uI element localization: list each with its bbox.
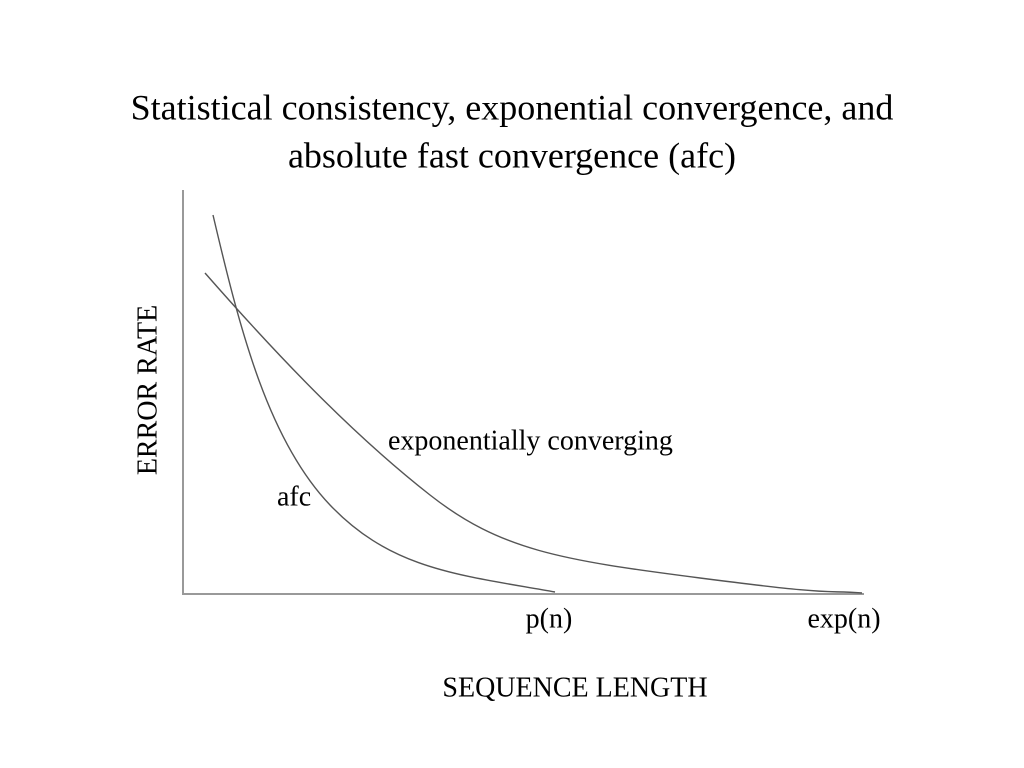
curve-label: exponentially converging	[388, 425, 673, 456]
title-line: Statistical consistency, exponential con…	[131, 87, 894, 127]
x-marker: exp(n)	[807, 603, 880, 634]
y-axis-label: ERROR RATE	[132, 305, 163, 475]
title-line: absolute fast convergence (afc)	[288, 135, 736, 175]
curve-label: afc	[277, 481, 311, 512]
afc-curve	[212, 214, 556, 593]
exponential-curve	[204, 272, 863, 594]
x-axis-label: SEQUENCE LENGTH	[442, 672, 707, 703]
x-marker: p(n)	[526, 603, 573, 634]
